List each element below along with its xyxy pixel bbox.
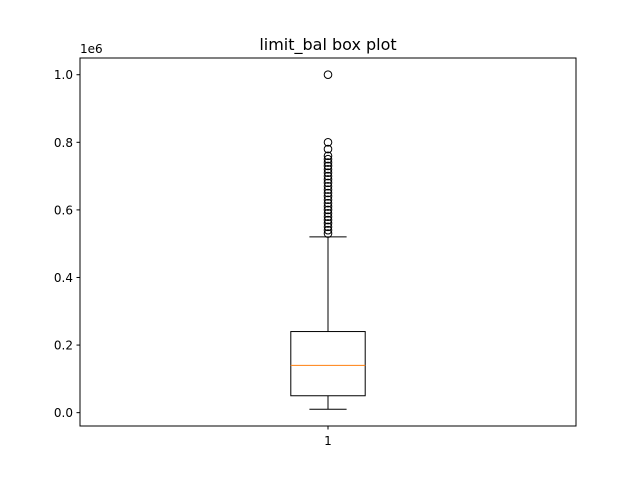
outlier-point (323, 144, 333, 154)
outlier-point (323, 212, 333, 221)
outlier-point (323, 205, 333, 215)
y-tick-label: 1.0 (54, 68, 73, 82)
outlier-point (323, 185, 333, 194)
outlier-point (323, 168, 333, 178)
outlier-point (323, 175, 333, 184)
chart-title: limit_bal box plot (259, 35, 396, 55)
outlier-point (323, 208, 333, 218)
outlier-point (323, 161, 333, 171)
outlier-point (323, 202, 333, 211)
outlier-point (323, 178, 333, 188)
outlier-point (323, 225, 333, 235)
box-iqr (290, 331, 366, 397)
outlier-point (323, 154, 333, 164)
y-tick-label: 0.4 (54, 271, 73, 285)
outlier-point (323, 151, 333, 161)
outlier-point (323, 192, 333, 201)
y-axis: 0.0 0.2 0.4 0.6 0.8 1.0 (54, 68, 80, 420)
outlier-point (323, 158, 333, 167)
outlier-point (323, 229, 333, 238)
x-tick-label: 1 (324, 434, 332, 448)
outlier-point (323, 198, 333, 208)
outlier-point (323, 219, 333, 228)
outlier-point (323, 222, 333, 232)
outlier-point (323, 70, 333, 80)
outlier-point (323, 165, 333, 174)
outlier-point (323, 138, 333, 147)
x-axis: 1 (324, 426, 332, 448)
y-tick-label: 0.2 (54, 339, 73, 353)
outlier-point (323, 188, 333, 198)
outlier-point (323, 195, 333, 205)
axes-frame (79, 57, 577, 427)
plot-area (290, 70, 366, 410)
outlier-point (323, 181, 333, 191)
outlier-point (323, 171, 333, 181)
outlier-point (323, 215, 333, 225)
y-tick-label: 0.0 (54, 406, 73, 420)
y-tick-label: 0.6 (54, 203, 73, 217)
y-tick-label: 0.8 (54, 136, 73, 150)
y-axis-scale-label: 1e6 (80, 42, 103, 56)
